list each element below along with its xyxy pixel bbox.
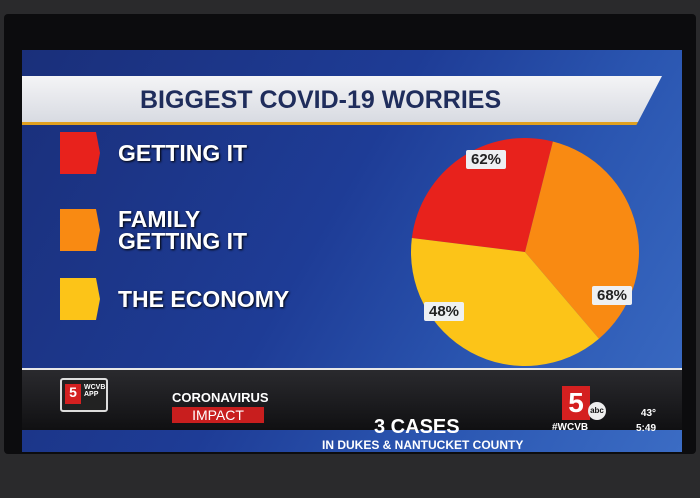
tv-frame: BIGGEST COVID-19 WORRIES GETTING IT FAMI…	[4, 14, 696, 454]
legend-label: FAMILY GETTING IT	[118, 206, 248, 254]
legend-label: GETTING IT	[118, 140, 248, 166]
headline: 3 CASES	[374, 416, 460, 438]
temperature: 43°	[640, 408, 657, 419]
data-label-economy: 68%	[592, 286, 633, 305]
network-logo: abc	[588, 402, 606, 420]
slice-getting-it	[411, 138, 553, 252]
legend-swatch	[60, 278, 100, 320]
weather-time: 43° 5:49	[636, 408, 656, 434]
legend-item: THE ECONOMY	[60, 278, 289, 320]
section-tag: IMPACT	[172, 407, 264, 423]
slice-economy	[411, 237, 599, 367]
station-logo: 5	[562, 386, 590, 420]
section-label: CORONAVIRUS	[172, 390, 269, 405]
hashtag: #WCVB	[552, 422, 589, 433]
app-logo: 5	[65, 384, 81, 404]
data-label-family: 62%	[466, 150, 507, 169]
legend-swatch	[60, 209, 100, 251]
legend-label: THE ECONOMY	[118, 286, 290, 312]
chart-title: BIGGEST COVID-19 WORRIES	[140, 86, 502, 114]
clock-time: 5:49	[636, 423, 657, 434]
tv-screen: BIGGEST COVID-19 WORRIES GETTING IT FAMI…	[22, 50, 682, 452]
legend-item: GETTING IT	[60, 132, 247, 174]
title-bar	[22, 76, 662, 125]
legend-swatch	[60, 132, 100, 174]
app-label: WCVB APP	[84, 384, 106, 398]
legend-item: FAMILY GETTING IT	[60, 206, 268, 254]
app-badge: 5 WCVB APP	[60, 378, 108, 412]
data-label-getting-it: 48%	[424, 302, 465, 321]
subheadline: IN DUKES & NANTUCKET COUNTY	[322, 438, 524, 452]
